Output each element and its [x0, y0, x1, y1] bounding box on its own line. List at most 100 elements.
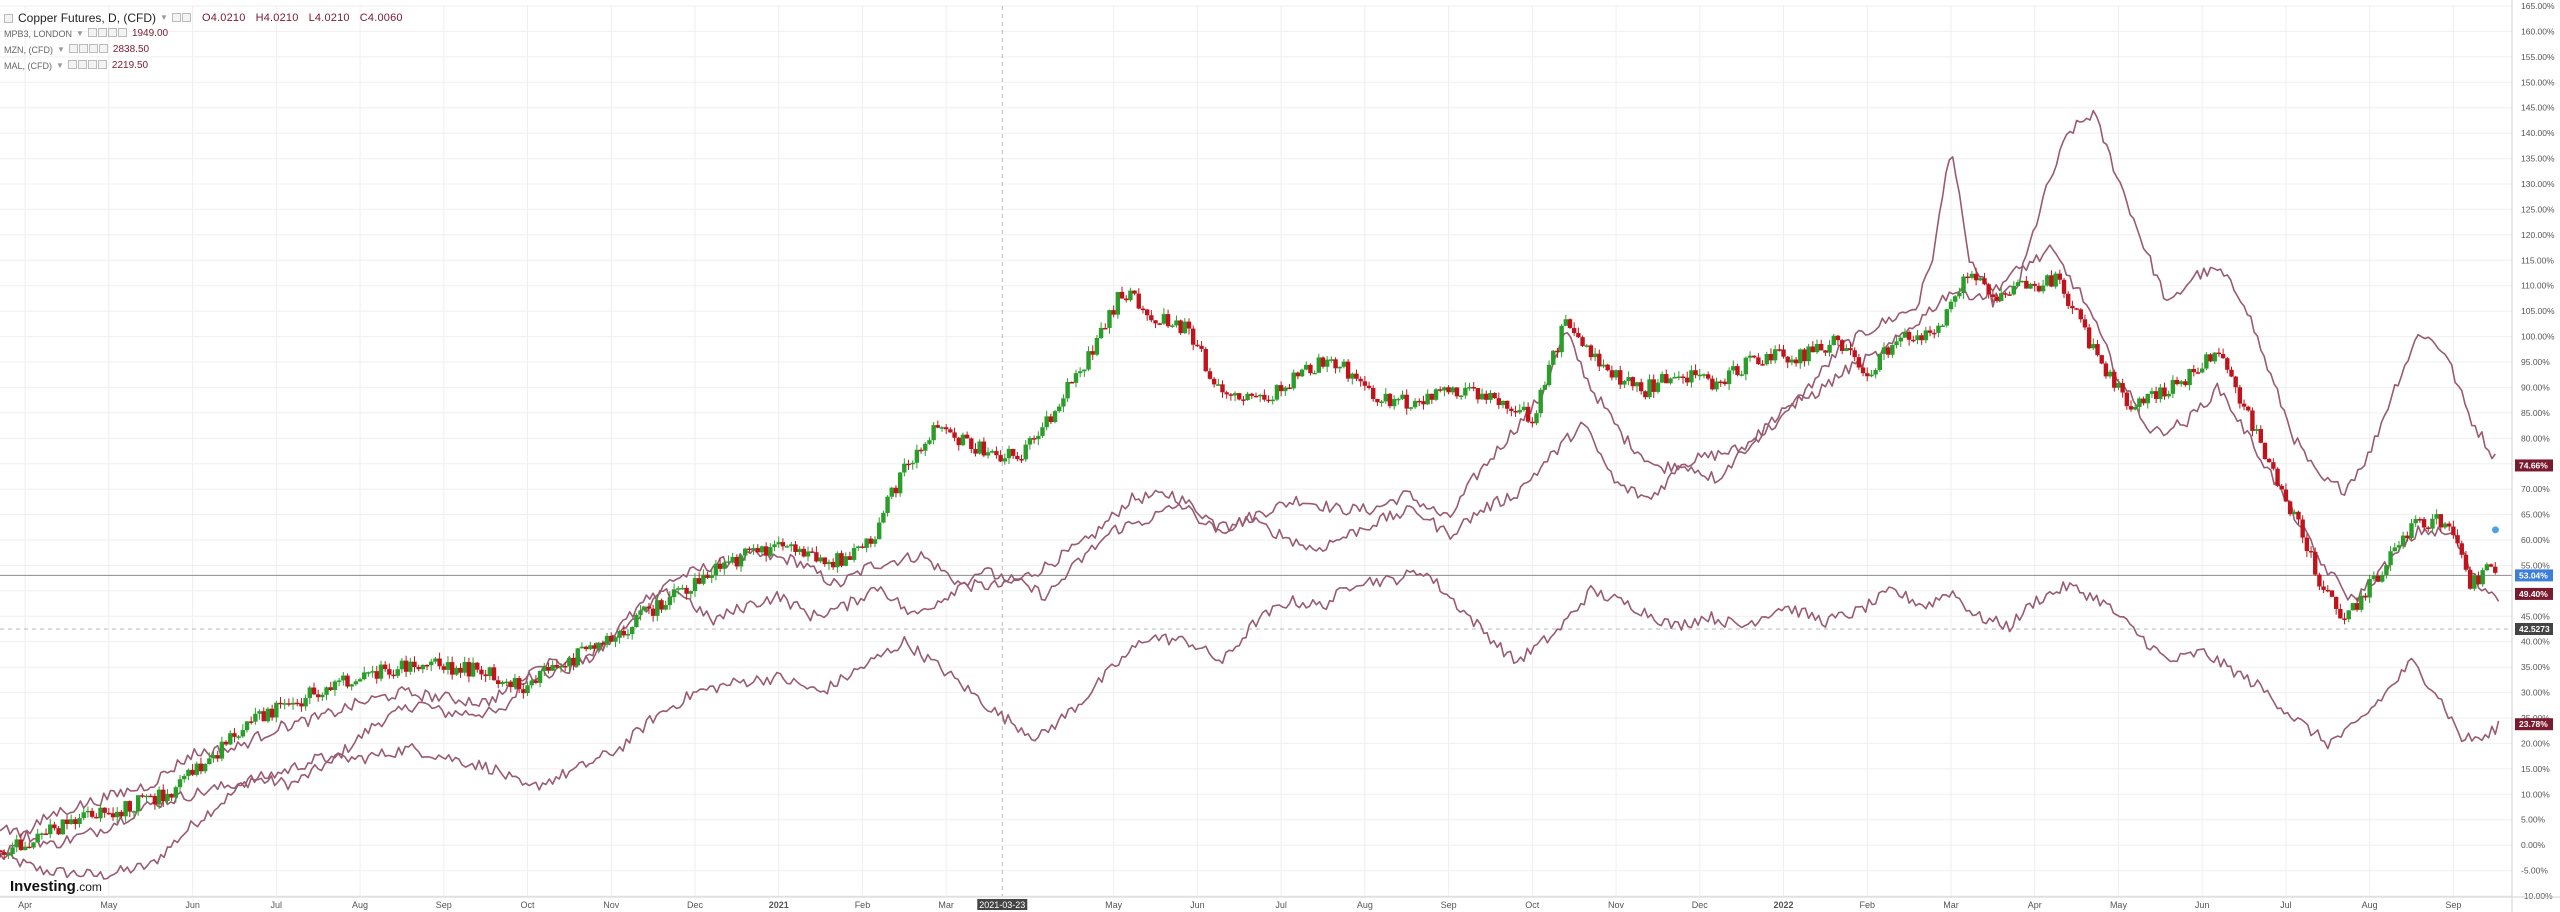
- candle-up: [1559, 325, 1564, 353]
- candle-down: [2095, 344, 2100, 356]
- candle-down: [1705, 374, 1711, 379]
- candle-up: [177, 779, 183, 788]
- candle-up: [1442, 387, 1447, 391]
- candle-up: [797, 548, 802, 553]
- y-tick-label: -5.00%: [2521, 866, 2548, 876]
- candle-up: [462, 662, 467, 673]
- overlay-settings-icons[interactable]: [87, 26, 128, 42]
- candle-down: [646, 606, 652, 609]
- candle-down: [1295, 372, 1301, 377]
- candle-down: [1576, 333, 1581, 338]
- candle-up: [240, 730, 246, 737]
- candle-up: [1806, 346, 1811, 362]
- overlay-settings-icons[interactable]: [68, 42, 109, 58]
- candle-down: [1735, 366, 1740, 375]
- candle-up: [1216, 384, 1221, 386]
- candle-up: [529, 680, 534, 686]
- candle-up: [282, 703, 287, 705]
- candle-down: [2208, 354, 2213, 362]
- overlay-label: MPB3, LONDON: [4, 29, 73, 39]
- candle-up: [923, 443, 928, 451]
- chevron-down-icon[interactable]: ▼: [56, 61, 64, 70]
- candle-up: [2133, 406, 2138, 410]
- candle-down: [1132, 290, 1137, 294]
- candle-down: [1492, 393, 1497, 399]
- candle-up: [1894, 341, 1899, 346]
- candle-down: [508, 681, 513, 688]
- candle-up: [341, 675, 346, 681]
- candle-down: [814, 552, 819, 562]
- candle-down: [1525, 406, 1531, 422]
- candle-up: [399, 660, 405, 670]
- candle-down: [249, 721, 254, 723]
- candle-up: [1521, 406, 1527, 411]
- candle-up: [835, 553, 840, 568]
- candle-down: [127, 801, 132, 812]
- candle-down: [1768, 353, 1774, 361]
- chevron-down-icon[interactable]: ▼: [160, 13, 168, 22]
- x-tick-label: Feb: [1859, 900, 1875, 910]
- chevron-down-icon[interactable]: ▼: [57, 45, 65, 54]
- candle-up: [2388, 551, 2393, 566]
- candle-down: [491, 667, 497, 681]
- candle-up: [228, 733, 233, 745]
- legend-overlay-row[interactable]: MPB3, LONDON ▼ 1949.00: [4, 26, 403, 42]
- candle-up: [1655, 382, 1661, 392]
- candle-up: [512, 678, 518, 688]
- logo-suffix: .com: [75, 880, 102, 894]
- candle-up: [1412, 400, 1418, 408]
- legend-overlay-row[interactable]: MAL, (CFD) ▼ 2219.50: [4, 58, 403, 74]
- candle-up: [713, 563, 719, 576]
- legend-overlay-row[interactable]: MZN, (CFD) ▼ 2838.50: [4, 42, 403, 58]
- candle-up: [1463, 387, 1468, 396]
- chevron-down-icon[interactable]: ▼: [76, 29, 84, 38]
- candle-up: [1923, 330, 1929, 341]
- candle-down: [2455, 535, 2460, 544]
- candle-up: [759, 546, 765, 553]
- candle-up: [688, 591, 693, 594]
- candle-down: [621, 630, 627, 636]
- candle-down: [1555, 350, 1560, 353]
- candle-up: [1798, 349, 1803, 364]
- candle-down: [1571, 328, 1577, 334]
- price-axis[interactable]: -10.00% -5.00% 0.00% 5.00% 10.00% 15.00% 20.00…: [2511, 0, 2555, 912]
- time-axis[interactable]: Apr May Jun Jul Aug Sep Oct Nov Dec 2021 Feb Mar May…: [0, 896, 2560, 910]
- y-tick-label: 130.00%: [2521, 179, 2555, 189]
- crosshair-date-badge: [977, 899, 1028, 910]
- collapse-icon[interactable]: [4, 13, 13, 23]
- candle-down: [483, 674, 488, 677]
- candle-down: [822, 557, 827, 565]
- candle-down: [416, 667, 421, 670]
- candle-up: [144, 795, 149, 798]
- x-tick-label: Dec: [687, 900, 704, 910]
- x-tick-label: Sep: [436, 900, 452, 910]
- candle-up: [2484, 564, 2490, 571]
- candle-up: [2107, 371, 2113, 377]
- candle-up: [1086, 351, 1091, 370]
- candle-up: [2028, 283, 2033, 289]
- candle-down: [2112, 371, 2117, 388]
- candle-up: [634, 614, 639, 628]
- x-tick-label: Nov: [603, 900, 620, 910]
- candle-down: [387, 669, 392, 675]
- overlay-value: 2838.50: [112, 44, 150, 55]
- candle-up: [1433, 389, 1439, 400]
- candle-up: [889, 487, 894, 497]
- candle-up: [537, 670, 543, 683]
- candle-up: [290, 702, 296, 705]
- candle-down: [1848, 348, 1853, 351]
- legend-main-row[interactable]: Copper Futures, D, (CFD) ▼ O4.0210 H4.02…: [4, 10, 403, 26]
- candle-down: [345, 675, 350, 687]
- candle-down: [1191, 328, 1196, 345]
- candle-down: [1136, 293, 1141, 309]
- candle-down: [315, 694, 321, 698]
- candle-up: [10, 847, 15, 855]
- candle-up: [1425, 393, 1430, 405]
- value-badge-label: 23.78%: [2519, 719, 2548, 729]
- candle-down: [2128, 406, 2134, 410]
- y-tick-label: 90.00%: [2521, 382, 2550, 392]
- settings-icons[interactable]: [171, 10, 192, 26]
- overlay-settings-icons[interactable]: [67, 58, 108, 74]
- overlay-value: 2219.50: [111, 60, 149, 71]
